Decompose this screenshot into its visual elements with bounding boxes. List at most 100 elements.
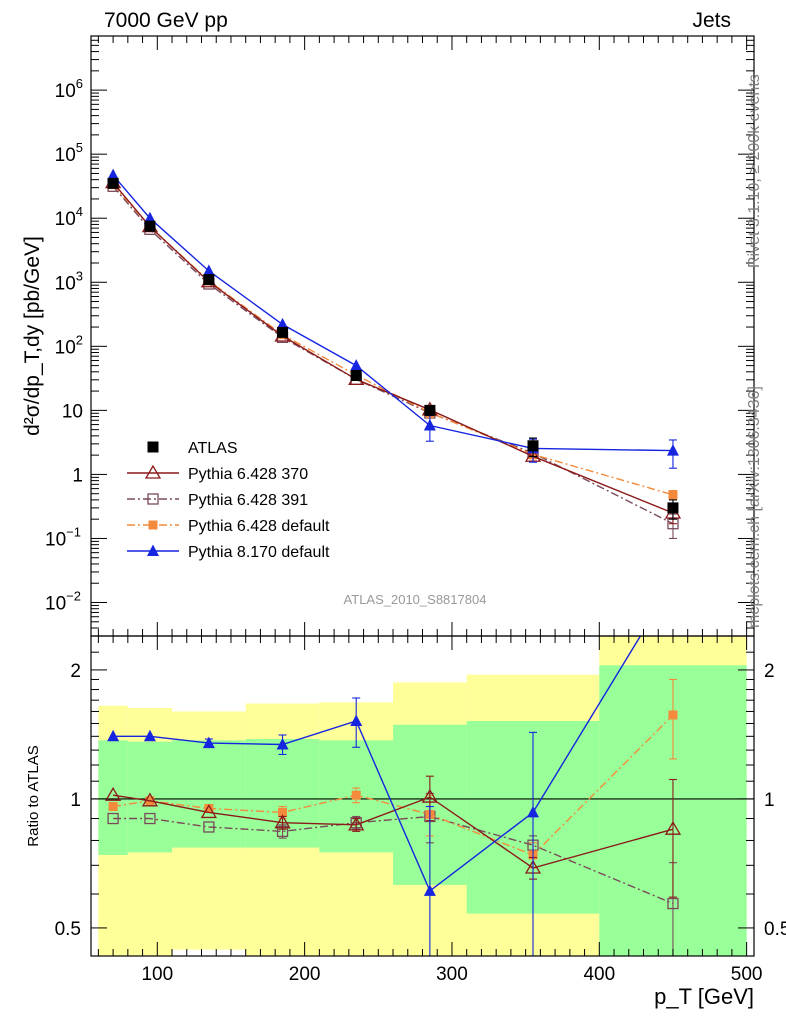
main-line-p391 xyxy=(112,185,674,525)
main-y-tick-label-6: 104 xyxy=(55,204,83,230)
ratio-point-p391-0 xyxy=(107,812,119,825)
ratio-plot xyxy=(104,636,682,956)
ratio-point-p6def-3 xyxy=(278,807,288,817)
ratio-line-p391 xyxy=(113,815,674,905)
main-point-data-5 xyxy=(424,404,436,416)
legend-marker-p391 xyxy=(147,493,159,505)
ratio-line-p370 xyxy=(112,794,674,869)
legend-label-p391: Pythia 6.428 391 xyxy=(188,492,308,509)
ratio-point-p8def-5 xyxy=(423,884,436,896)
legend-label-data: ATLAS xyxy=(188,440,238,457)
legend-entry-p8def: Pythia 8.170 default xyxy=(127,544,330,561)
ratio-point-p8def-3 xyxy=(276,737,289,750)
main-point-p8def-7 xyxy=(666,444,679,456)
x-tick-label-400: 400 xyxy=(583,964,615,985)
header-left: 7000 GeV pp xyxy=(104,9,228,32)
main-y-tick-exp-5: 3 xyxy=(76,268,83,283)
main-point-p6def-7 xyxy=(668,490,678,500)
ratio-y-tick-label-right-2: 2 xyxy=(764,661,775,682)
main-point-p8def-5 xyxy=(423,419,436,431)
main-point-data-1 xyxy=(144,220,156,232)
ratio-point-p370-1 xyxy=(141,792,159,807)
legend-label-p8def: Pythia 8.170 default xyxy=(188,544,330,561)
main-point-data-6 xyxy=(527,440,539,452)
main-y-tick-exp-0: −2 xyxy=(66,589,81,604)
main-y-tick-base-2: 1 xyxy=(72,465,83,486)
band-outer-low-4 xyxy=(319,857,394,956)
legend: ATLAS Pythia 6.428 370 Pythia 6.428 391 Pyt… xyxy=(127,440,330,561)
header-right: Jets xyxy=(692,9,731,32)
main-point-data-0 xyxy=(107,177,119,189)
main-point-p8def-4 xyxy=(350,359,363,371)
main-y-tick-exp-8: 6 xyxy=(76,76,83,91)
ratio-line-p6def xyxy=(112,714,674,856)
main-point-p8def-3 xyxy=(276,317,289,330)
main-point-data-3 xyxy=(277,326,289,338)
ratio-y-tick-label-0.5: 0.5 xyxy=(55,919,81,940)
main-y-tick-exp-1: −1 xyxy=(66,524,81,539)
ratio-point-p370-0 xyxy=(104,786,122,801)
main-y-tick-base-8: 10 xyxy=(55,81,76,102)
main-y-tick-label-0: 10−2 xyxy=(45,589,81,615)
ratio-point-p8def-6 xyxy=(527,805,539,818)
main-plot xyxy=(104,168,682,540)
ratio-y-tick-label-2: 2 xyxy=(70,661,81,682)
main-point-p8def-2 xyxy=(202,264,215,276)
main-line-p370 xyxy=(112,182,674,514)
legend-marker-p370 xyxy=(144,464,162,479)
main-y-tick-base-5: 10 xyxy=(55,273,76,294)
legend-entry-p391: Pythia 6.428 391 xyxy=(127,492,308,509)
main-y-tick-label-5: 103 xyxy=(55,268,83,294)
ratio-point-p370-2 xyxy=(200,804,217,819)
ratio-point-p6def-2 xyxy=(204,803,214,813)
main-point-p8def-1 xyxy=(143,211,156,224)
legend-entry-data: ATLAS xyxy=(147,440,238,457)
x-tick-label-200: 200 xyxy=(289,964,321,985)
x-tick-label-500: 500 xyxy=(731,964,763,985)
ratio-point-p391-7 xyxy=(667,897,679,910)
side-label-upper: Rivet 3.1.10, ≥ 200k events xyxy=(746,74,763,268)
legend-entry-p6def: Pythia 6.428 default xyxy=(127,518,330,535)
main-y-tick-label-7: 105 xyxy=(55,140,83,166)
ratio-series-p8def xyxy=(107,636,642,956)
main-point-p8def-0 xyxy=(107,168,120,181)
main-series-p391 xyxy=(107,180,679,540)
ratio-point-p391-1 xyxy=(144,812,156,825)
band-gap xyxy=(172,949,246,956)
main-y-tick-label-3: 10 xyxy=(62,401,83,422)
legend-marker-data xyxy=(147,441,159,453)
ratio-point-p8def-4 xyxy=(350,714,363,727)
ratio-point-p391-2 xyxy=(203,821,215,833)
main-y-axis-label: d²σ/dp_T,dy [pb/GeV] xyxy=(21,236,44,436)
main-series-p8def xyxy=(107,168,679,469)
ratio-y-tick-label-right-0.5: 0.5 xyxy=(764,919,786,940)
main-y-tick-base-1: 10 xyxy=(45,529,66,550)
main-line-p8def xyxy=(112,174,674,452)
x-tick-label-300: 300 xyxy=(436,964,468,985)
ratio-point-p8def-2 xyxy=(202,736,215,749)
legend-label-p6def: Pythia 6.428 default xyxy=(188,518,330,535)
ratio-point-p6def-4 xyxy=(351,790,361,800)
ratio-point-p6def-0 xyxy=(108,802,118,812)
main-point-data-7 xyxy=(667,502,679,514)
legend-entry-p370: Pythia 6.428 370 xyxy=(127,464,308,483)
main-y-tick-label-2: 1 xyxy=(72,465,83,486)
main-y-tick-base-6: 10 xyxy=(55,209,76,230)
main-y-tick-label-8: 106 xyxy=(55,76,83,102)
main-y-tick-exp-4: 2 xyxy=(76,332,83,347)
main-y-tick-base-4: 10 xyxy=(55,337,76,358)
main-y-tick-label-4: 102 xyxy=(55,332,83,358)
main-y-tick-base-0: 10 xyxy=(45,594,66,615)
ratio-point-p8def-1 xyxy=(143,729,156,742)
ratio-y-tick-label-right-1: 1 xyxy=(764,790,775,811)
band-outer-low-3 xyxy=(245,857,320,956)
ratio-point-p370-7 xyxy=(664,820,682,835)
analysis-label: ATLAS_2010_S8817804 xyxy=(344,592,487,607)
ratio-uncertainty-bands xyxy=(91,636,754,956)
band-outer-low-0 xyxy=(98,857,128,956)
ratio-point-p8def-0 xyxy=(107,729,120,742)
legend-label-p370: Pythia 6.428 370 xyxy=(188,466,308,483)
x-axis-label: p_T [GeV] xyxy=(654,984,754,1009)
ratio-y-axis-label: Ratio to ATLAS xyxy=(25,745,42,846)
